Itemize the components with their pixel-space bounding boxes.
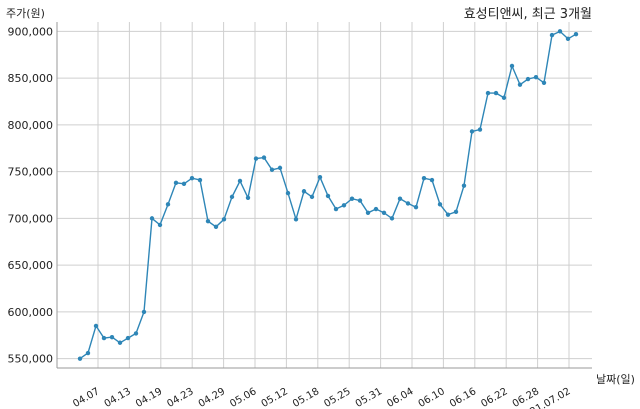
x-tick-label: 04.13 — [103, 386, 133, 409]
y-tick-label: 700,000 — [8, 212, 54, 225]
grid-lines — [57, 22, 592, 368]
data-point — [573, 31, 579, 37]
data-point — [125, 335, 131, 341]
data-point — [381, 210, 387, 215]
y-tick-label: 900,000 — [8, 25, 54, 38]
data-point — [317, 175, 323, 180]
data-point — [421, 175, 427, 181]
x-tick-label: 04.23 — [165, 386, 195, 409]
data-point — [333, 206, 339, 212]
axes — [56, 22, 592, 369]
data-point — [325, 193, 331, 199]
data-point — [525, 76, 531, 82]
data-point — [469, 129, 475, 134]
y-tick-label: 850,000 — [8, 72, 54, 85]
y-tick-labels: 550,000 600,000 650,000 700,000 750,000 800,0… — [8, 25, 54, 365]
data-point — [541, 80, 547, 85]
data-point — [453, 209, 459, 215]
data-point — [509, 63, 515, 69]
data-point — [165, 202, 171, 207]
x-tick-label: 05.31 — [354, 386, 384, 409]
price-series — [77, 29, 579, 361]
data-point — [213, 224, 219, 229]
data-point — [437, 202, 443, 207]
chart-title: 효성티앤씨, 최근 3개월 — [464, 7, 592, 22]
x-axis-label: 날짜(일) — [596, 372, 635, 386]
data-point — [405, 201, 411, 206]
data-point — [149, 216, 155, 221]
x-tick-label: 04.07 — [71, 386, 101, 409]
data-point — [157, 222, 163, 228]
y-tick-label: 750,000 — [8, 166, 54, 179]
data-point — [221, 217, 227, 222]
x-tick-label: 06.10 — [417, 386, 447, 409]
data-point — [549, 32, 555, 38]
data-point — [309, 194, 315, 200]
data-point — [349, 196, 355, 201]
data-point — [189, 175, 195, 181]
data-point — [397, 196, 403, 201]
data-point — [485, 90, 491, 96]
data-point — [101, 335, 107, 341]
y-tick-label: 650,000 — [8, 259, 54, 272]
data-point — [277, 165, 283, 171]
data-point — [269, 167, 275, 172]
data-point — [565, 36, 571, 42]
x-tick-label: 05.06 — [228, 386, 258, 409]
x-tick-label: 06.04 — [385, 386, 415, 409]
data-point — [197, 177, 203, 183]
data-point — [533, 74, 539, 80]
x-tick-label: 06.16 — [448, 386, 478, 409]
data-point — [261, 155, 267, 160]
data-point — [237, 178, 243, 184]
data-point — [365, 210, 371, 215]
data-point — [493, 90, 499, 96]
data-point — [389, 216, 395, 221]
data-point — [461, 183, 467, 188]
data-point — [285, 190, 291, 196]
y-axis-label: 주가(원) — [6, 7, 45, 20]
data-point — [205, 218, 211, 224]
data-point — [293, 217, 299, 222]
data-point — [429, 177, 435, 183]
data-point — [413, 204, 419, 210]
y-tick-label: 550,000 — [8, 353, 54, 366]
x-tick-label: 05.12 — [260, 386, 290, 409]
data-point — [501, 95, 507, 100]
data-point — [557, 29, 563, 34]
data-point — [445, 212, 451, 217]
data-point — [117, 340, 123, 345]
data-point — [253, 156, 259, 161]
data-point — [517, 82, 523, 87]
y-tick-label: 600,000 — [8, 306, 54, 319]
x-tick-label: 04.29 — [197, 386, 227, 409]
data-point — [181, 181, 187, 186]
data-point — [133, 331, 139, 336]
x-tick-labels: 04.07 04.13 04.19 04.23 04.29 05.06 05.12 05.18… — [71, 386, 572, 409]
data-point — [85, 350, 91, 356]
data-point — [93, 323, 99, 329]
data-point — [173, 180, 179, 186]
data-point — [477, 127, 483, 132]
x-tick-label: 05.25 — [322, 386, 352, 409]
data-point — [77, 356, 83, 361]
x-tick-label: 05.18 — [291, 386, 321, 409]
data-point — [141, 309, 147, 315]
x-tick-label: 04.19 — [134, 386, 164, 409]
data-point — [373, 206, 379, 212]
data-point — [109, 334, 115, 340]
y-tick-label: 800,000 — [8, 119, 54, 132]
data-point — [357, 198, 363, 203]
data-point — [301, 189, 307, 194]
x-tick-label: 06.22 — [479, 386, 509, 409]
data-point — [229, 194, 235, 200]
data-point — [341, 203, 347, 208]
data-point — [245, 195, 251, 201]
